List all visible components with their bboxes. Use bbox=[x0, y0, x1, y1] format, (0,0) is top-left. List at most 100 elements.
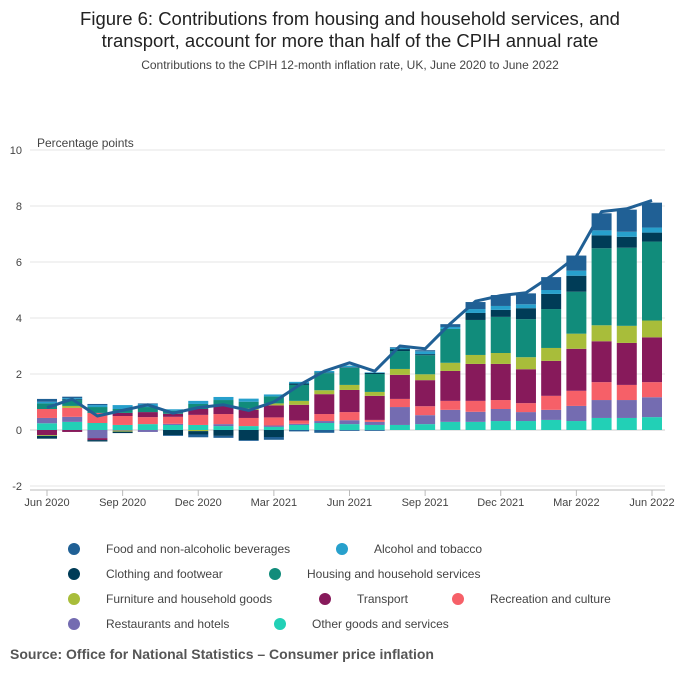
bar-segment bbox=[188, 430, 209, 432]
cpih-rate-line bbox=[46, 198, 653, 418]
bar-segment bbox=[515, 319, 536, 358]
bar-segment bbox=[37, 430, 57, 436]
bar-segment bbox=[490, 295, 511, 306]
bar-segment bbox=[62, 405, 83, 408]
bar-segment bbox=[37, 435, 57, 436]
bar-segment bbox=[163, 416, 184, 424]
bar-segment bbox=[490, 409, 511, 422]
bar-segment bbox=[263, 405, 284, 418]
bar-segment bbox=[339, 367, 360, 385]
bar-segment bbox=[188, 414, 209, 425]
legend-swatch-icon bbox=[68, 543, 80, 555]
bar-segment bbox=[263, 425, 284, 427]
x-tick-label: Sep 2020 bbox=[99, 497, 146, 509]
bar-segment bbox=[541, 360, 562, 396]
bar-segment bbox=[591, 417, 612, 430]
bar-segment bbox=[440, 328, 461, 363]
bar-segment bbox=[389, 407, 410, 425]
bar-segment bbox=[515, 403, 536, 413]
bar-segment bbox=[364, 391, 385, 396]
bar-segment bbox=[62, 430, 83, 432]
bar-segment bbox=[541, 395, 562, 410]
bar-segment bbox=[616, 325, 637, 343]
bar-segment bbox=[465, 400, 486, 412]
bar-segment bbox=[112, 430, 133, 431]
legend-item: Furniture and household goods bbox=[68, 592, 272, 606]
bar-segment bbox=[188, 434, 209, 438]
bar-segment bbox=[591, 230, 612, 236]
legend-label: Housing and household services bbox=[307, 567, 481, 581]
bar-segment bbox=[616, 342, 637, 385]
bar-segment bbox=[364, 372, 385, 374]
bar-segment bbox=[289, 381, 310, 384]
bar-segment bbox=[87, 438, 108, 441]
bar-segment bbox=[263, 403, 284, 406]
bar-segment bbox=[541, 347, 562, 361]
bar-segment bbox=[591, 400, 612, 418]
legend-swatch-icon bbox=[269, 568, 281, 580]
bar-segment bbox=[490, 400, 511, 409]
bar-segment bbox=[314, 423, 335, 430]
legend-label: Alcohol and tobacco bbox=[374, 542, 483, 556]
bar-segment bbox=[515, 421, 536, 430]
bar-segment bbox=[339, 384, 360, 390]
bar-segment bbox=[314, 373, 335, 391]
bar-segment bbox=[37, 409, 57, 418]
bar-segment bbox=[238, 401, 259, 409]
bar-segment bbox=[490, 309, 511, 317]
chart-title: Figure 6: Contributions from housing and… bbox=[0, 8, 700, 52]
bar-segment bbox=[62, 396, 83, 399]
bar-segment bbox=[163, 424, 184, 430]
bar-segment bbox=[415, 424, 436, 430]
bar-segment bbox=[238, 430, 259, 441]
bar-segment bbox=[364, 395, 385, 420]
bar-segment bbox=[163, 435, 184, 436]
bar-segment bbox=[62, 421, 83, 430]
bar-segment bbox=[415, 350, 436, 352]
bar-segment bbox=[112, 416, 133, 425]
bar-segment bbox=[112, 412, 133, 416]
y-tick-label: -2 bbox=[12, 481, 22, 493]
bar-segment bbox=[415, 354, 436, 356]
bar-segment bbox=[591, 382, 612, 401]
bar-segment bbox=[188, 409, 209, 415]
legend-swatch-icon bbox=[68, 618, 80, 630]
bar-segment bbox=[213, 405, 234, 415]
bar-segment bbox=[566, 405, 587, 422]
bar-segment bbox=[339, 367, 360, 368]
y-tick-label: 4 bbox=[16, 313, 22, 325]
bar-segment bbox=[62, 400, 83, 406]
bar-segment bbox=[163, 423, 184, 425]
bar-segment bbox=[37, 398, 57, 402]
bar-segment bbox=[188, 431, 209, 435]
bar-segment bbox=[591, 248, 612, 326]
bar-segment bbox=[137, 407, 158, 413]
legend-item: Transport bbox=[319, 592, 408, 606]
bar-segment bbox=[389, 351, 410, 369]
bar-segment bbox=[289, 404, 310, 421]
bar-segment bbox=[440, 409, 461, 422]
bar-segment bbox=[465, 312, 486, 320]
bar-segment bbox=[238, 440, 259, 441]
bar-segment bbox=[566, 270, 587, 276]
bar-segment bbox=[137, 412, 158, 418]
bar-segment bbox=[515, 369, 536, 404]
legend-item: Housing and household services bbox=[269, 567, 480, 581]
bar-segment bbox=[238, 409, 259, 418]
bar-segment bbox=[440, 362, 461, 371]
bar-segment bbox=[364, 430, 385, 431]
bar-segment bbox=[591, 341, 612, 383]
bar-segment bbox=[87, 407, 108, 413]
bar-segment bbox=[263, 417, 284, 426]
bar-segment bbox=[188, 400, 209, 404]
bar-segment bbox=[213, 424, 234, 427]
title-line-1: Figure 6: Contributions from housing and… bbox=[80, 8, 620, 29]
bar-segment bbox=[87, 403, 108, 406]
legend-label: Food and non-alcoholic beverages bbox=[106, 542, 291, 556]
bar-segment bbox=[642, 337, 662, 383]
bar-segment bbox=[289, 420, 310, 424]
bar-segment bbox=[642, 320, 662, 338]
bar-segment bbox=[642, 202, 662, 228]
bar-segment bbox=[515, 412, 536, 422]
